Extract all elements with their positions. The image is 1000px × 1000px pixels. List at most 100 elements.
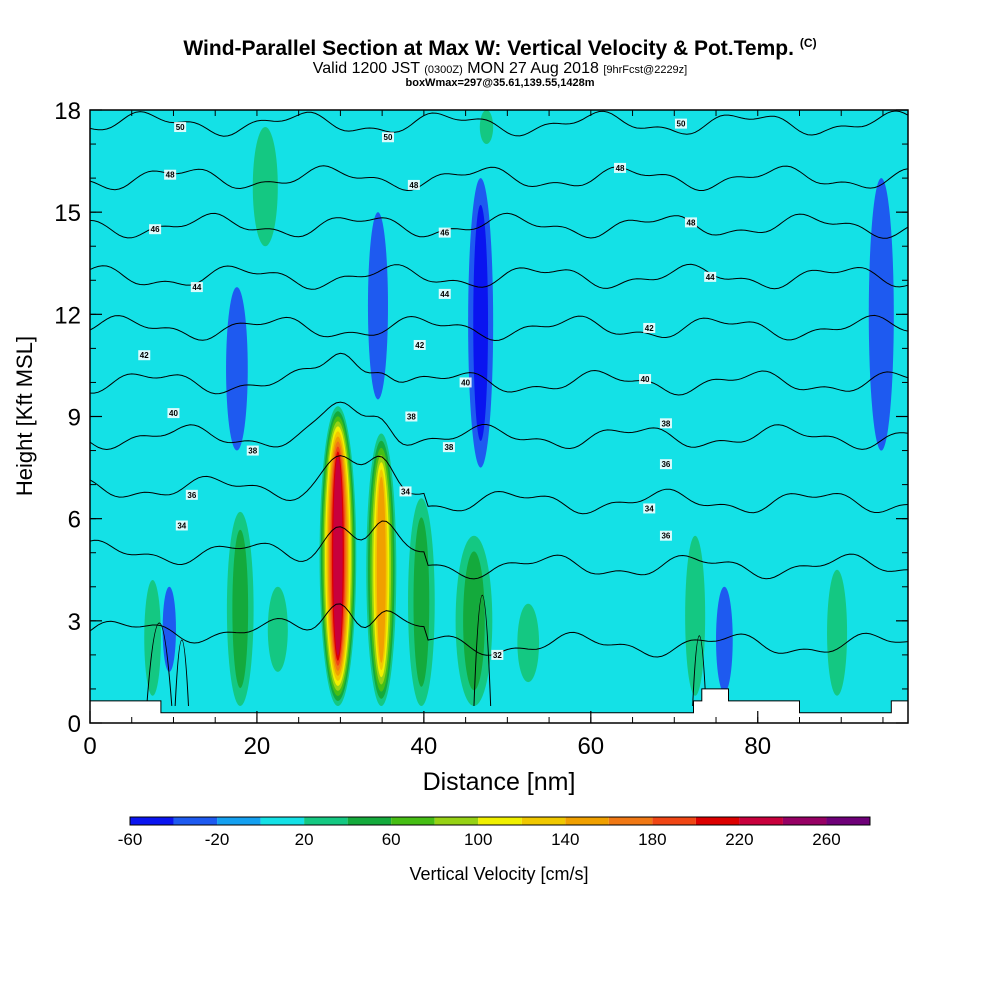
y-tick-label: 0 bbox=[68, 711, 81, 738]
contour-label-bg bbox=[407, 179, 420, 190]
contour-label-bg bbox=[674, 118, 687, 129]
updraft-band bbox=[144, 579, 161, 696]
colorbar-tick-label: 260 bbox=[812, 830, 840, 849]
theta-contour-46 bbox=[90, 212, 908, 239]
contour-label: 46 bbox=[151, 225, 160, 234]
contour-label-bg bbox=[164, 169, 177, 180]
updraft-band bbox=[232, 529, 249, 689]
colorbar-tick-label: 20 bbox=[295, 830, 314, 849]
contour-label: 32 bbox=[493, 651, 502, 660]
colorbar-swatch bbox=[478, 817, 522, 825]
theta-contour-dome bbox=[174, 639, 189, 706]
contour-label-bg bbox=[614, 162, 627, 173]
contour-label: 42 bbox=[645, 324, 654, 333]
contour-labels: 32 34 36 34 34 36 38 36 38 38 38 40 40 40 42 42 42 44 44 44… bbox=[138, 118, 717, 660]
x-axis-label: Distance [nm] bbox=[423, 768, 576, 796]
terrain-shape bbox=[90, 688, 908, 723]
contour-label-bg bbox=[643, 322, 656, 333]
chart-title: Wind-Parallel Section at Max W: Vertical… bbox=[0, 36, 1000, 61]
colorbar-swatch bbox=[217, 817, 261, 825]
colorbar-swatch bbox=[608, 817, 653, 825]
y-tick-label: 3 bbox=[68, 609, 81, 636]
contour-label: 48 bbox=[166, 171, 175, 180]
contour-label: 36 bbox=[661, 460, 670, 469]
colorbar-tick-label: 140 bbox=[551, 830, 579, 849]
contour-label-bg bbox=[438, 288, 451, 299]
contour-label-bg bbox=[175, 520, 188, 531]
contour-label-bg bbox=[639, 374, 652, 385]
contour-label: 40 bbox=[641, 375, 650, 384]
contour-label-bg bbox=[138, 350, 151, 361]
colorbar-swatch bbox=[260, 817, 305, 825]
colorbar-swatch bbox=[130, 817, 174, 825]
updraft-band bbox=[333, 456, 343, 656]
contour-label-bg bbox=[399, 486, 412, 497]
colorbar-tick-label: 60 bbox=[382, 830, 401, 849]
x-tick-label: 80 bbox=[744, 733, 771, 760]
colorbar-swatch bbox=[565, 817, 609, 825]
valid-time-line: Valid 1200 JST (0300Z) MON 27 Aug 2018 [… bbox=[0, 60, 1000, 78]
colorbar-swatch bbox=[173, 817, 218, 825]
x-tick-label: 20 bbox=[244, 733, 271, 760]
colorbar-swatch bbox=[434, 817, 479, 825]
downdraft-band bbox=[868, 178, 894, 451]
colorbar-tick-label: -60 bbox=[118, 830, 143, 849]
updraft-band bbox=[479, 110, 494, 145]
downdraft-band bbox=[716, 586, 733, 693]
downdraft-band bbox=[367, 212, 388, 400]
valid-date: MON 27 Aug 2018 bbox=[467, 60, 599, 77]
theta-contour-40 bbox=[90, 352, 908, 396]
contour-label-bg bbox=[491, 649, 504, 660]
theta-contour-48 bbox=[90, 165, 908, 192]
contour-label-bg bbox=[405, 411, 418, 422]
contour-label: 38 bbox=[444, 443, 453, 452]
updraft-band bbox=[413, 517, 430, 687]
colorbar-frame bbox=[129, 816, 871, 826]
colorbar-swatch bbox=[739, 817, 783, 825]
potential-temperature-contours bbox=[90, 110, 908, 707]
contour-label: 34 bbox=[177, 521, 186, 530]
contour-label-bg bbox=[659, 418, 672, 429]
valid-prefix: Valid 1200 JST bbox=[312, 60, 420, 77]
contour-label-bg bbox=[185, 489, 198, 500]
valid-utc: (0300Z) bbox=[424, 64, 463, 76]
contour-label: 40 bbox=[169, 409, 178, 418]
updraft-band bbox=[267, 586, 288, 672]
contour-label-bg bbox=[167, 408, 180, 419]
contour-label: 48 bbox=[616, 164, 625, 173]
x-tick-label: 40 bbox=[411, 733, 438, 760]
contour-label-bg bbox=[643, 503, 656, 514]
contour-label: 36 bbox=[661, 532, 670, 541]
contour-label-bg bbox=[684, 217, 697, 228]
colorbar-swatch bbox=[521, 817, 566, 825]
contour-label: 44 bbox=[192, 283, 201, 292]
updraft-band bbox=[252, 127, 278, 247]
contour-label: 34 bbox=[401, 487, 410, 496]
colorbar-tick-label: 100 bbox=[464, 830, 492, 849]
contour-label-bg bbox=[149, 224, 162, 235]
colorbar-tick-label: 180 bbox=[638, 830, 666, 849]
copyright-mark: (C) bbox=[799, 36, 817, 50]
y-tick-label: 6 bbox=[68, 507, 81, 534]
contour-label: 44 bbox=[706, 273, 715, 282]
colorbar-swatch bbox=[347, 817, 392, 825]
x-tick-label: 60 bbox=[577, 733, 604, 760]
contour-label-bg bbox=[246, 445, 259, 456]
vertical-velocity-field bbox=[90, 110, 908, 723]
contour-label: 38 bbox=[248, 447, 257, 456]
colorbar-swatch bbox=[652, 817, 696, 825]
y-tick-label: 9 bbox=[68, 405, 81, 432]
contour-label: 40 bbox=[461, 378, 470, 387]
forecast-info: [9hrFcst@2229z] bbox=[603, 64, 688, 76]
chart-title-text: Wind-Parallel Section at Max W: Vertical… bbox=[183, 37, 794, 60]
colorbar-swatch bbox=[304, 817, 348, 825]
theta-contour-dome bbox=[692, 635, 707, 706]
contour-label-bg bbox=[381, 132, 394, 143]
downdraft-band bbox=[226, 287, 248, 451]
x-tick-label: 0 bbox=[83, 733, 96, 760]
contour-label: 38 bbox=[661, 419, 670, 428]
theta-contour-dome bbox=[146, 622, 173, 707]
theta-contour-36 bbox=[90, 455, 908, 515]
contour-label-bg bbox=[659, 459, 672, 470]
